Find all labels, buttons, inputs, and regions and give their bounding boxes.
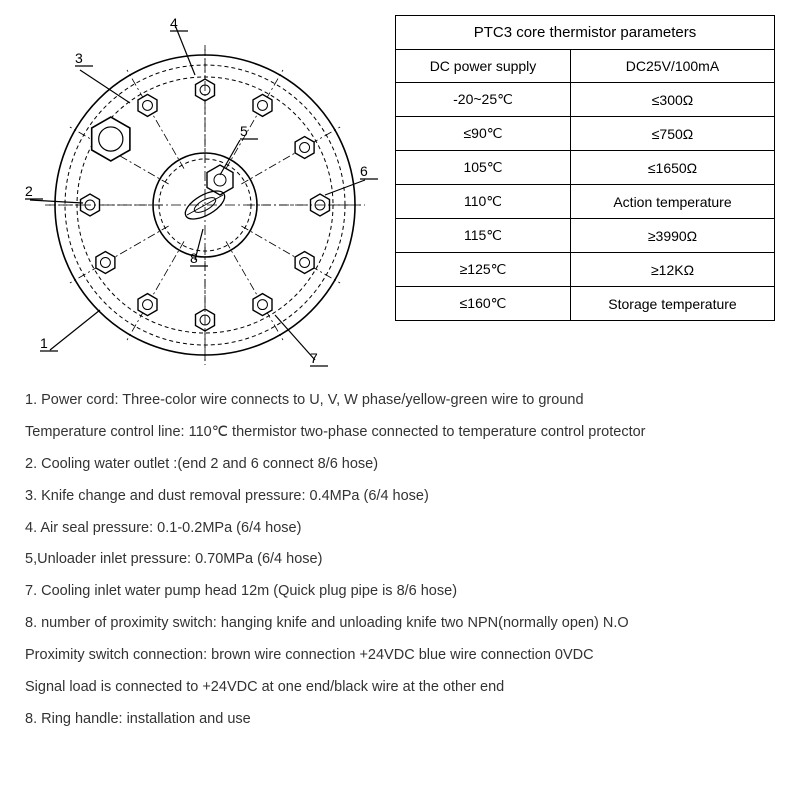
table-cell: ≤300Ω — [571, 83, 775, 117]
table-cell: Action temperature — [571, 185, 775, 219]
callout-label: 4 — [170, 15, 178, 31]
callout-label: 8 — [190, 250, 198, 266]
table-cell: ≤750Ω — [571, 117, 775, 151]
description-line: Signal load is connected to +24VDC at on… — [25, 672, 775, 704]
description-line: 8. number of proximity switch: hanging k… — [25, 608, 775, 640]
table-cell: DC25V/100mA — [571, 50, 775, 83]
table-cell: 115℃ — [396, 219, 571, 253]
table-cell: 105℃ — [396, 151, 571, 185]
description-line: Temperature control line: 110℃ thermisto… — [25, 417, 775, 449]
table-cell: ≥12KΩ — [571, 253, 775, 287]
table-cell: ≥125℃ — [396, 253, 571, 287]
description-line: 5,Unloader inlet pressure: 0.70MPa (6/4 … — [25, 544, 775, 576]
callout-label: 3 — [75, 50, 83, 66]
table-cell: ≤90℃ — [396, 117, 571, 151]
description-line: 4. Air seal pressure: 0.1-0.2MPa (6/4 ho… — [25, 513, 775, 545]
table-cell: ≤1650Ω — [571, 151, 775, 185]
table-cell: ≤160℃ — [396, 287, 571, 321]
description-line: 2. Cooling water outlet :(end 2 and 6 co… — [25, 449, 775, 481]
parameters-table: PTC3 core thermistor parameters DC power… — [395, 15, 775, 365]
description-line: 1. Power cord: Three-color wire connects… — [25, 385, 775, 417]
description-line: 7. Cooling inlet water pump head 12m (Qu… — [25, 576, 775, 608]
description-text: 1. Power cord: Three-color wire connects… — [25, 385, 775, 736]
description-line: 8. Ring handle: installation and use — [25, 704, 775, 736]
table-title: PTC3 core thermistor parameters — [396, 16, 775, 50]
callout-label: 2 — [25, 183, 33, 199]
description-line: Proximity switch connection: brown wire … — [25, 640, 775, 672]
table-cell: ≥3990Ω — [571, 219, 775, 253]
callout-label: 6 — [360, 163, 368, 179]
callout-label: 5 — [240, 123, 248, 139]
callout-label: 7 — [310, 350, 318, 366]
table-cell: -20~25℃ — [396, 83, 571, 117]
table-cell: Storage temperature — [571, 287, 775, 321]
callout-label: 1 — [40, 335, 48, 351]
table-cell: DC power supply — [396, 50, 571, 83]
mechanical-diagram: 1 2 3 4 5 6 7 8 — [25, 15, 365, 365]
table-cell: 110℃ — [396, 185, 571, 219]
description-line: 3. Knife change and dust removal pressur… — [25, 481, 775, 513]
